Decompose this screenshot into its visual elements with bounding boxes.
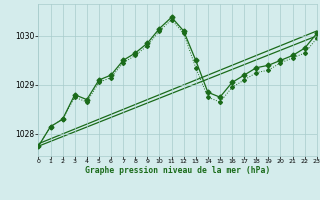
X-axis label: Graphe pression niveau de la mer (hPa): Graphe pression niveau de la mer (hPa)	[85, 166, 270, 175]
